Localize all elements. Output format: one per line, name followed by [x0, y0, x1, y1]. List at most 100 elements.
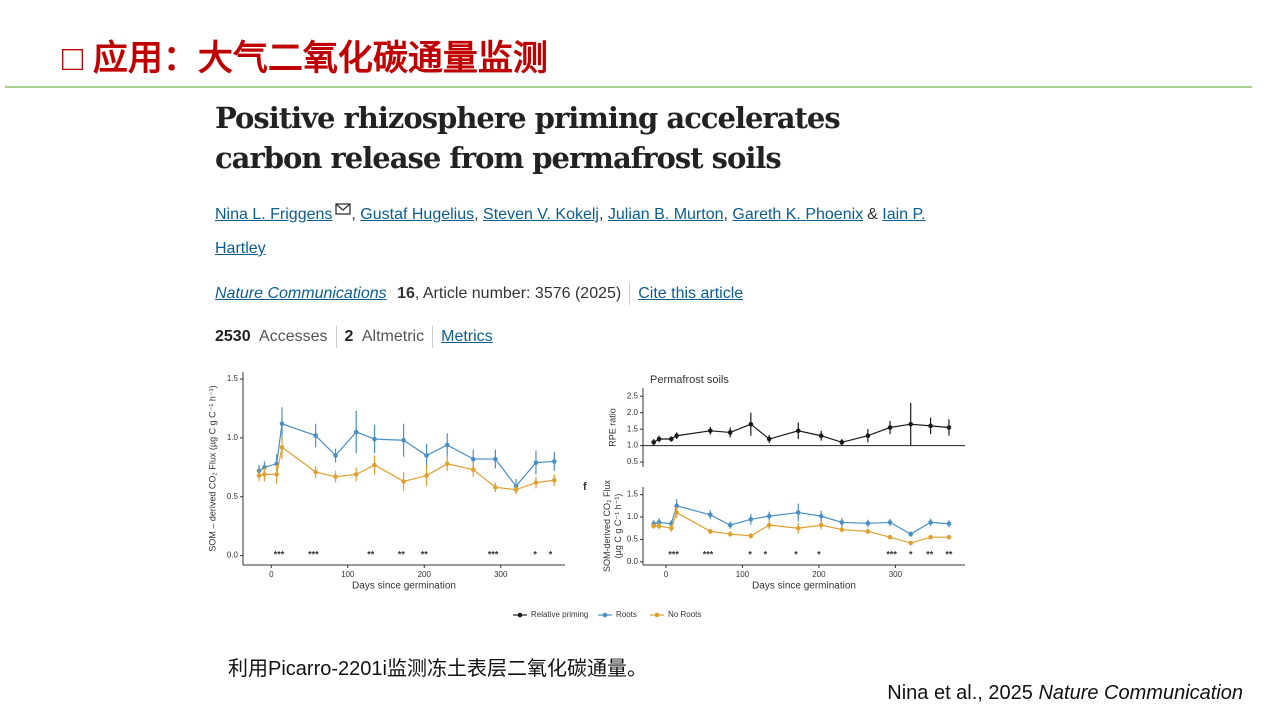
significance: *** [308, 549, 319, 559]
significance: *** [274, 549, 285, 559]
metrics-link[interactable]: Metrics [441, 328, 493, 346]
series-line [653, 511, 949, 544]
journal: Nature Communications [215, 285, 387, 303]
separator [432, 326, 434, 348]
legend-dot [654, 612, 660, 618]
point [766, 513, 772, 519]
significance: *** [886, 549, 897, 559]
y-tick-label: 1.5 [627, 490, 639, 499]
y-tick-label: 0.0 [627, 557, 639, 566]
article-title: Positive rhizosphere priming accelerates… [215, 101, 841, 175]
volume: 16 [397, 285, 415, 303]
point [708, 512, 713, 518]
point [887, 425, 893, 430]
significance: * [794, 549, 798, 559]
point [818, 522, 824, 528]
y-tick-label: 0.5 [627, 535, 639, 544]
x-tick-label: 100 [736, 570, 750, 579]
significance: *** [703, 549, 714, 559]
author-link[interactable]: Gareth K. Phoenix [732, 206, 864, 223]
author-link[interactable]: Gustaf Hugelius [360, 206, 475, 223]
point [274, 472, 279, 477]
point [424, 453, 429, 458]
point [668, 436, 674, 442]
point [928, 534, 933, 540]
point [444, 442, 450, 448]
point [551, 459, 557, 464]
x-tick-label: 0 [664, 570, 669, 579]
conjunction: & [867, 206, 878, 223]
x-axis-label: Days since germination [352, 581, 456, 592]
significance: * [817, 549, 821, 559]
y-tick-label: 1.0 [227, 433, 239, 442]
point [795, 510, 801, 515]
significance: *** [668, 549, 679, 559]
legend-label: No Roots [668, 610, 701, 619]
point [674, 433, 679, 439]
author-link[interactable]: Nina L. Friggens [215, 206, 333, 223]
point [353, 429, 359, 435]
significance: ** [945, 549, 953, 559]
point [748, 421, 754, 427]
journal-link[interactable]: Nature Communications [215, 285, 387, 302]
point [928, 520, 933, 525]
point [928, 423, 933, 429]
point [795, 428, 801, 434]
point [727, 522, 733, 528]
point [887, 534, 893, 540]
point [839, 527, 845, 532]
point [865, 529, 871, 534]
author-link[interactable]: Iain P. Hartley [215, 206, 926, 257]
series-line [653, 423, 949, 443]
author-link[interactable]: Steven V. Kokelj [483, 206, 599, 223]
point [839, 440, 845, 445]
point [818, 513, 824, 519]
figure-bg [203, 366, 967, 628]
significance: * [549, 549, 553, 559]
point [674, 510, 679, 515]
point [551, 477, 557, 483]
significance: * [909, 549, 913, 559]
point [533, 460, 539, 465]
y-tick-label: 0.0 [227, 551, 239, 560]
point [353, 472, 359, 477]
point [493, 485, 498, 490]
legend-dot [602, 612, 608, 618]
chart-title: Permafrost soils [650, 374, 729, 386]
accesses: 2530 [215, 328, 251, 346]
series-line [258, 446, 555, 491]
caption: 利用Picarro-2201i监测冻土表层二氧化碳通量。 [228, 658, 647, 680]
y-tick-label: 1.5 [627, 424, 639, 433]
x-tick-label: 200 [418, 570, 432, 579]
cite-link[interactable]: Cite this article [638, 285, 744, 303]
point [668, 525, 674, 531]
point [865, 433, 871, 439]
separator [629, 283, 631, 305]
point [818, 433, 824, 439]
author-link[interactable]: Julian B. Murton [607, 206, 724, 223]
altmetric: 2 [344, 328, 354, 346]
point [766, 522, 772, 528]
separator: , [474, 206, 479, 223]
separator [335, 326, 337, 348]
y-tick-label: 0.5 [627, 457, 639, 466]
citation: Nina et al., 2025 Nature Communication [887, 682, 1243, 705]
point [493, 456, 498, 462]
series-line [258, 422, 555, 488]
slide-title: □ 应用：大气二氧化碳通量监测 [62, 39, 548, 78]
mail-icon [332, 203, 352, 223]
point [372, 436, 377, 442]
significance: *** [488, 549, 499, 559]
altmetric-label: Altmetric [361, 328, 425, 346]
legend-label: Relative priming [531, 610, 588, 619]
citation-journal: Nature Communication [1038, 682, 1243, 704]
point [727, 531, 733, 537]
legend-dot [517, 612, 523, 618]
significance: ** [367, 549, 375, 559]
significance: ** [926, 549, 934, 559]
y-tick-label: 1.5 [227, 374, 239, 383]
point [279, 421, 285, 427]
point [839, 520, 845, 525]
